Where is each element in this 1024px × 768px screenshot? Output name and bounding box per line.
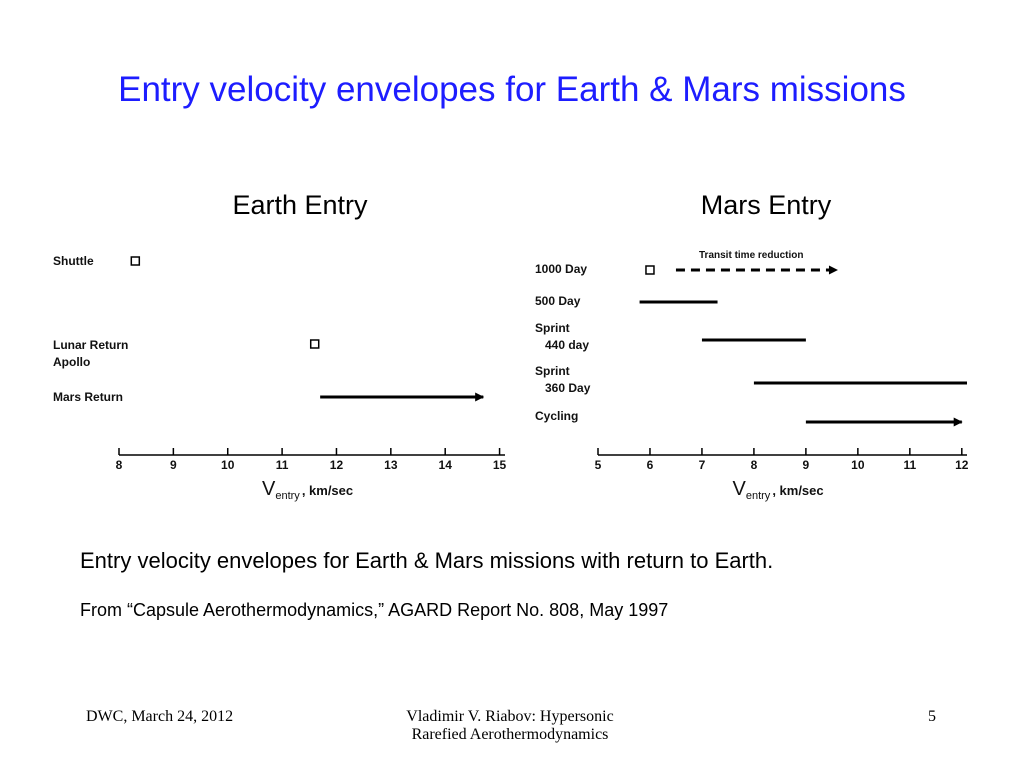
x-tick-label: 12 [955, 458, 969, 472]
x-tick-label: 5 [595, 458, 602, 472]
x-tick-label: 6 [647, 458, 654, 472]
footer-left: DWC, March 24, 2012 [86, 708, 234, 725]
x-tick-label: 13 [384, 458, 398, 472]
category-label: Sprint 360 Day [535, 364, 591, 395]
chart-title: Mars Entry [700, 190, 832, 220]
x-tick-label: 10 [221, 458, 235, 472]
category-label: Sprint 440 day [535, 321, 590, 352]
x-tick-label: 14 [439, 458, 453, 472]
point-marker [309, 339, 320, 349]
category-label: Mars Return [53, 390, 124, 404]
caption: Entry velocity envelopes for Earth & Mar… [80, 548, 774, 573]
x-tick-label: 11 [276, 458, 289, 472]
x-tick-label: 9 [170, 458, 177, 472]
x-axis-label: Ventry, km/sec [262, 478, 353, 502]
x-axis-label-unit: , km/sec [772, 483, 823, 498]
source: From “Capsule Aerothermodynamics,” AGARD… [80, 600, 669, 620]
x-tick-label: 8 [751, 458, 758, 472]
footer-right: 5 [928, 708, 936, 725]
x-tick-label: 8 [116, 458, 123, 472]
point-marker [645, 265, 655, 275]
footer-center: Vladimir V. Riabov: Hypersonic Rarefied … [406, 708, 614, 743]
point-marker [130, 256, 141, 266]
category-label: Shuttle [53, 254, 94, 268]
slide-title: Entry velocity envelopes for Earth & Mar… [118, 70, 906, 109]
category-label: Lunar Return Apollo [53, 338, 129, 369]
x-axis-label-main: V [733, 478, 747, 500]
category-label: 1000 Day [535, 262, 588, 276]
x-tick-label: 10 [851, 458, 865, 472]
chart-title: Earth Entry [232, 190, 368, 220]
x-tick-label: 15 [493, 458, 507, 472]
x-axis-label-sub: entry [746, 490, 771, 502]
category-label: Cycling [535, 409, 579, 423]
x-tick-label: 11 [903, 458, 916, 472]
x-tick-label: 7 [699, 458, 706, 472]
x-axis-label-main: V [262, 478, 276, 500]
annotation: Transit time reduction [699, 250, 803, 261]
x-axis-label: Ventry, km/sec [733, 478, 824, 502]
x-axis-label-unit: , km/sec [302, 483, 353, 498]
category-label: 500 Day [535, 294, 581, 308]
x-tick-label: 12 [330, 458, 344, 472]
x-axis-label-sub: entry [275, 490, 300, 502]
x-tick-label: 9 [803, 458, 810, 472]
